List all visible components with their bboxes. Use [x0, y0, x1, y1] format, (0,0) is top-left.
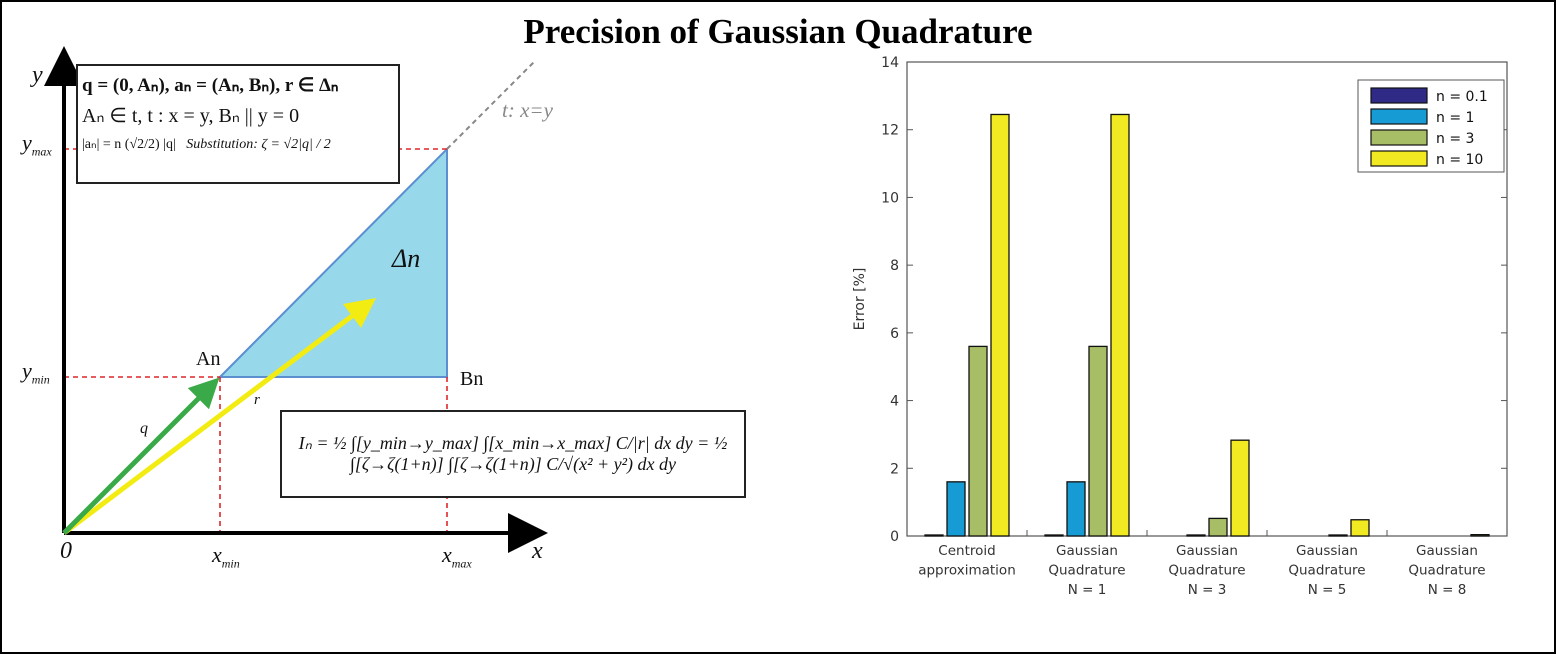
bar-n-10 [990, 113, 1010, 537]
delta-n-triangle [217, 146, 448, 378]
point-b-label: Bn [460, 368, 484, 390]
x-min-label: xmin [212, 542, 240, 571]
x-tick-label: Gaussian [1056, 543, 1118, 559]
x-tick-label: Gaussian [1416, 543, 1478, 559]
bar-n-10 [1470, 533, 1490, 537]
legend-swatch [1370, 108, 1428, 125]
y-min-label: ymin [22, 358, 50, 387]
x-tick-label: Quadrature [1168, 563, 1245, 579]
region-label: Δn [392, 244, 421, 273]
definitions-box: q = (0, Aₙ), aₙ = (Aₙ, Bₙ), r ∈ Δₙ Aₙ ∈ … [76, 64, 400, 184]
bar-n-3 [1088, 345, 1108, 537]
legend-swatch [1370, 150, 1428, 167]
integral-formula: Iₙ = ½ ∫[y_min→y_max] ∫[x_min→x_max] C/|… [298, 433, 728, 474]
line-t-label: t: x=y [502, 98, 553, 122]
x-tick-label: Centroid [938, 543, 995, 559]
legend-swatch [1370, 129, 1428, 146]
bar-chart: 0 2 4 6 8 10 12 14 Error [%] Centroid approximatio… [852, 55, 1508, 598]
x-tick-label: N = 1 [1068, 582, 1107, 598]
x-tick-label: approximation [918, 563, 1016, 579]
y-tick-label: 14 [881, 55, 899, 71]
bar-n-10 [1350, 519, 1370, 537]
y-tick-label: 6 [890, 326, 899, 342]
legend-label: n = 1 [1436, 110, 1474, 126]
y-tick-label: 8 [890, 258, 899, 274]
bar-n-0-1 [924, 534, 944, 537]
x-tick-label: N = 8 [1428, 582, 1467, 598]
y-axis-label: y [32, 62, 43, 88]
line-t [446, 61, 535, 150]
y-tick-label: 10 [881, 190, 899, 206]
bar-n-3 [1328, 534, 1348, 537]
figure-title: Precision of Gaussian Quadrature [523, 12, 1033, 51]
vector-r-arrow [62, 297, 376, 535]
vector-q-label: q [140, 420, 148, 437]
bar-n-3 [1208, 517, 1228, 537]
bar-n-10 [1230, 439, 1250, 537]
bar-n-3 [968, 345, 988, 537]
y-tick-label: 2 [890, 461, 899, 477]
y-tick-label: 12 [881, 123, 899, 139]
y-tick-label: 0 [890, 529, 899, 545]
legend-label: n = 3 [1436, 131, 1474, 147]
bar-n-1 [946, 481, 966, 537]
point-a-label: An [196, 348, 221, 370]
x-tick-label: N = 3 [1188, 582, 1227, 598]
definition-line-2: Aₙ ∈ t, t : x = y, Bₙ || y = 0 [82, 105, 300, 127]
plot-frame [906, 61, 1508, 537]
x-axis-label: x [532, 538, 543, 564]
legend-label: n = 10 [1436, 152, 1483, 168]
y-max-label: ymax [22, 130, 52, 159]
x-tick-label: Gaussian [1176, 543, 1238, 559]
x-max-label: xmax [442, 542, 472, 571]
y-tick-label: 4 [890, 394, 899, 410]
y-axis-label: Error [%] [852, 268, 868, 331]
vector-q-arrow [62, 377, 220, 535]
definition-line-1: q = (0, Aₙ), aₙ = (Aₙ, Bₙ), r ∈ Δₙ [82, 75, 339, 96]
x-tick-label: Quadrature [1408, 563, 1485, 579]
definition-line-3: |aₙ| = n (√2/2) |q| Substitution: ζ = √2… [82, 137, 331, 152]
legend-swatch [1370, 87, 1428, 104]
legend-label: n = 0.1 [1436, 89, 1488, 105]
x-tick-label: Quadrature [1048, 563, 1125, 579]
integral-box: Iₙ = ½ ∫[y_min→y_max] ∫[x_min→x_max] C/|… [280, 410, 746, 498]
bar-n-1 [1186, 534, 1206, 537]
x-tick-label: Quadrature [1288, 563, 1365, 579]
origin-label: 0 [60, 538, 72, 564]
bar-n-0-1 [1044, 534, 1064, 537]
diagram [44, 46, 548, 553]
x-tick-label: Gaussian [1296, 543, 1358, 559]
bar-n-1 [1066, 481, 1086, 537]
vector-r-label: r [254, 392, 260, 408]
x-tick-label: N = 5 [1308, 582, 1347, 598]
bar-n-10 [1110, 113, 1130, 537]
